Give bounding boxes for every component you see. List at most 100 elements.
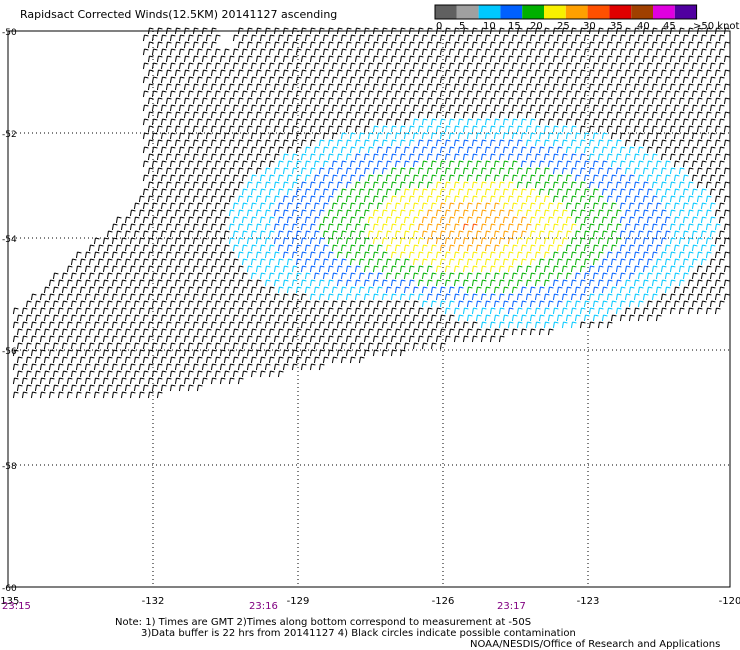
- wind-barb-flag: [621, 118, 626, 121]
- wind-barb-flag: [207, 76, 212, 79]
- wind-barb: [214, 76, 221, 84]
- wind-barb-staff: [237, 55, 240, 63]
- wind-barb-staff: [376, 34, 379, 42]
- wind-barb-staff: [205, 34, 208, 42]
- wind-barb-staff: [309, 27, 312, 35]
- wind-barb-flag: [383, 27, 388, 30]
- wind-barb-staff: [295, 160, 298, 168]
- wind-barb-staff: [142, 188, 145, 196]
- wind-barb-flag: [162, 118, 167, 121]
- wind-barb-staff: [493, 90, 496, 98]
- wind-barb-flag: [167, 55, 172, 58]
- wind-barb-staff: [610, 104, 613, 112]
- wind-barb-flag: [500, 41, 505, 44]
- wind-barb-staff: [219, 83, 222, 91]
- wind-barb-flag: [383, 69, 388, 72]
- wind-barb-flag: [275, 27, 280, 30]
- wind-barb-staff: [295, 174, 298, 182]
- wind-barb-staff: [363, 167, 366, 175]
- wind-barb: [426, 27, 433, 35]
- wind-barb-staff: [480, 125, 483, 133]
- wind-barb-flag: [504, 34, 509, 37]
- wind-barb-staff: [196, 104, 199, 112]
- wind-barb-flag: [162, 160, 167, 163]
- wind-barb: [489, 167, 496, 175]
- wind-barb-flag: [369, 34, 374, 37]
- wind-barb-staff: [579, 153, 582, 161]
- wind-barb-flag: [167, 41, 172, 44]
- wind-barb: [570, 83, 577, 91]
- wind-barb: [462, 55, 469, 63]
- wind-barb: [241, 104, 248, 112]
- wind-barb-staff: [210, 111, 213, 119]
- wind-barb-flag: [144, 160, 149, 163]
- wind-barb: [295, 76, 302, 84]
- wind-barb: [453, 27, 460, 35]
- wind-barb: [219, 69, 226, 77]
- wind-barb-flag: [162, 174, 167, 177]
- wind-barb-staff: [664, 104, 667, 112]
- wind-barb-flag: [585, 76, 590, 79]
- wind-barb-flag: [153, 62, 158, 65]
- wind-barb-staff: [286, 76, 289, 84]
- wind-barb-staff: [471, 139, 474, 147]
- wind-barb-flag: [410, 181, 415, 184]
- wind-barb-flag: [477, 202, 482, 205]
- wind-barb: [723, 125, 730, 133]
- wind-barb-staff: [691, 34, 694, 42]
- wind-barb-flag: [158, 111, 163, 114]
- wind-barb-flag: [509, 83, 514, 86]
- wind-barb-staff: [529, 62, 532, 70]
- wind-barb: [169, 146, 176, 154]
- wind-barb: [336, 195, 343, 203]
- wind-barb: [669, 139, 676, 147]
- wind-barb-staff: [637, 76, 640, 84]
- wind-barb: [282, 69, 289, 77]
- wind-barb-flag: [320, 27, 325, 30]
- wind-barb-flag: [477, 174, 482, 177]
- wind-barb-flag: [500, 139, 505, 142]
- wind-barb-flag: [473, 55, 478, 58]
- wind-barb-staff: [556, 76, 559, 84]
- wind-barb: [151, 62, 158, 70]
- wind-barb-flag: [630, 188, 635, 191]
- wind-barb: [201, 167, 208, 175]
- wind-barb: [381, 111, 388, 119]
- wind-barb-staff: [709, 76, 712, 84]
- wind-barb: [358, 76, 365, 84]
- wind-barb-staff: [214, 76, 217, 84]
- wind-barb: [264, 55, 271, 63]
- wind-barb-flag: [144, 174, 149, 177]
- wind-barb: [390, 195, 397, 203]
- wind-barb-flag: [203, 111, 208, 114]
- wind-barb-staff: [673, 132, 676, 140]
- wind-barb-flag: [320, 167, 325, 170]
- wind-barb: [214, 62, 221, 70]
- wind-barb-staff: [390, 111, 393, 119]
- wind-barb-flag: [351, 104, 356, 107]
- wind-barb-staff: [358, 76, 361, 84]
- wind-barb-staff: [471, 153, 474, 161]
- wind-barb: [520, 76, 527, 84]
- wind-barb-flag: [437, 181, 442, 184]
- wind-barb: [624, 153, 631, 161]
- wind-barb: [205, 62, 212, 70]
- wind-barb: [574, 174, 581, 182]
- wind-barb: [151, 118, 158, 126]
- wind-barb: [282, 167, 289, 175]
- wind-barb: [561, 125, 568, 133]
- wind-barb-staff: [327, 111, 330, 119]
- wind-barb-flag: [459, 188, 464, 191]
- wind-barb-staff: [178, 160, 181, 168]
- wind-barb: [345, 97, 352, 105]
- wind-barb: [381, 167, 388, 175]
- wind-barb: [336, 125, 343, 133]
- wind-barb-staff: [309, 125, 312, 133]
- wind-barb: [399, 167, 406, 175]
- wind-barb-flag: [441, 132, 446, 135]
- wind-barb: [268, 62, 275, 70]
- wind-barb: [579, 27, 586, 35]
- wind-barb-staff: [259, 188, 262, 196]
- wind-barb: [318, 97, 325, 105]
- wind-barb-flag: [302, 167, 307, 170]
